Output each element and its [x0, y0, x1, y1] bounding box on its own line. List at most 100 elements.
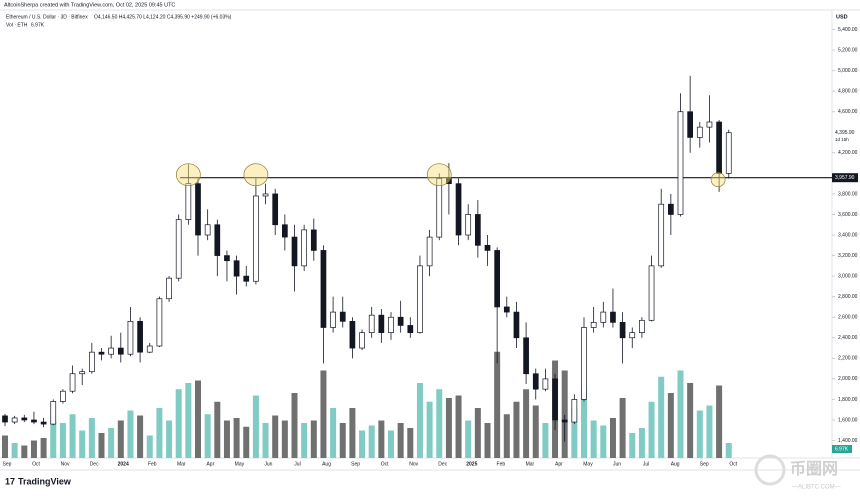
annotation-circle — [243, 163, 269, 187]
candle-body — [503, 306, 510, 313]
x-tick-label: May — [583, 461, 593, 467]
x-tick-label: Aug — [322, 461, 331, 467]
volume-bar — [725, 443, 732, 458]
candle-body — [513, 311, 520, 339]
candle-body — [195, 183, 201, 236]
candle-body — [716, 121, 722, 174]
candle-body — [108, 347, 115, 355]
x-tick-label: Feb — [148, 461, 157, 467]
x-tick-label: Jun — [264, 461, 272, 467]
x-tick-label: Mar — [526, 461, 535, 467]
candle-body — [175, 219, 182, 279]
y-tick-label: 1,400.00 — [838, 438, 858, 444]
volume-bar — [619, 398, 626, 458]
candle-body — [214, 224, 221, 256]
volume-bar — [561, 370, 568, 458]
candle-body — [667, 203, 674, 215]
volume-bar — [272, 415, 279, 458]
volume-label: 6.97K — [835, 446, 849, 452]
volume-bar — [127, 410, 134, 458]
volume-bar — [407, 428, 414, 458]
volume-bar — [291, 393, 298, 458]
candle-body — [233, 260, 240, 277]
volume-bar — [137, 415, 144, 458]
volume-bar — [590, 420, 597, 458]
candle-body — [465, 214, 472, 236]
x-tick-label: Oct — [729, 461, 737, 467]
y-tick-label: 3,800.00 — [838, 191, 858, 197]
volume-bar — [117, 420, 124, 458]
candle-body — [301, 229, 307, 267]
candle-body — [523, 337, 529, 375]
y-tick-label: 2,000.00 — [838, 376, 858, 382]
candle-body — [291, 236, 298, 267]
x-tick-label: Mar — [177, 461, 186, 467]
candle-body — [571, 399, 578, 423]
watermark-url: —ALIBTC.COM— — [792, 485, 841, 491]
y-tick-label: 4,800.00 — [838, 89, 858, 95]
candle-body — [60, 390, 66, 402]
candle-body — [243, 275, 250, 282]
currency: USD — [836, 14, 848, 20]
candle-body — [40, 421, 47, 425]
candle-body — [494, 250, 500, 308]
volume-bar — [281, 420, 288, 458]
volume-bar — [609, 418, 616, 458]
y-tick-label: 4,200.00 — [838, 150, 858, 156]
candle-body — [272, 193, 279, 226]
x-tick-label: Nov — [409, 461, 418, 467]
volume-bar — [696, 410, 703, 458]
volume-bar — [455, 395, 462, 458]
volume-bar — [185, 383, 192, 458]
candle-body — [349, 320, 356, 349]
candle-body — [2, 415, 8, 423]
volume-bar — [436, 389, 443, 458]
candle-body — [146, 345, 153, 353]
watermark: 币圈网 — [790, 460, 838, 478]
volume-bar — [658, 376, 665, 458]
candle-body — [436, 178, 443, 238]
annotation-circle — [710, 172, 726, 188]
volume-bar — [513, 401, 520, 458]
volume-bar — [301, 423, 308, 458]
x-tick-label: Sep — [351, 461, 360, 467]
candle-body — [475, 214, 481, 246]
volume-bar — [542, 423, 549, 458]
volume-bar — [378, 420, 385, 458]
candle-body — [204, 224, 211, 236]
y-tick-label: 2,600.00 — [838, 315, 858, 321]
volume-bar — [503, 414, 510, 458]
candle-body — [69, 373, 76, 392]
level-label-box — [832, 173, 858, 183]
volume-bar — [426, 401, 433, 458]
candle-body — [79, 371, 86, 375]
volume-bar — [581, 388, 587, 458]
volume-bar — [368, 425, 375, 458]
y-tick-label: 4,600.00 — [838, 109, 858, 115]
volume-bar — [523, 389, 530, 458]
volume-bar — [204, 414, 211, 458]
volume-bar — [69, 414, 76, 458]
y-tick-label: 2,400.00 — [838, 335, 858, 341]
x-tick-label: Nov — [61, 461, 70, 467]
candle-body — [619, 322, 626, 339]
candle-body — [725, 132, 732, 174]
volume-bar — [223, 420, 230, 458]
volume-bar — [465, 420, 472, 458]
volume-value: 6.97K — [31, 22, 45, 28]
candle-body — [687, 111, 694, 138]
symbol: Ethereum / U.S. Dollar · 3D · Bitfinex — [6, 14, 88, 20]
volume-bar — [494, 351, 501, 458]
candle-body — [262, 193, 269, 197]
candle-body — [98, 351, 105, 355]
volume-bar — [59, 423, 66, 458]
y-tick-label: 2,200.00 — [838, 356, 858, 362]
candle-body — [253, 195, 259, 282]
candle-body — [117, 347, 124, 355]
volume-bar — [716, 385, 723, 458]
candle-body — [310, 229, 317, 251]
volume-bar — [359, 430, 366, 458]
volume-bar — [474, 408, 481, 458]
candle-body — [339, 311, 346, 322]
